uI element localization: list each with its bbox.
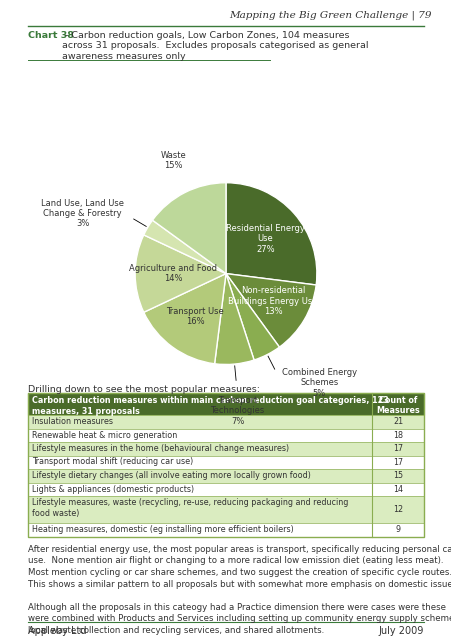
Text: Combined Energy
Schemes
5%: Combined Energy Schemes 5% [281, 368, 356, 398]
Text: Transport Use
16%: Transport Use 16% [166, 307, 223, 326]
Text: 21: 21 [392, 417, 402, 426]
Text: 18: 18 [392, 431, 402, 440]
FancyBboxPatch shape [28, 456, 423, 469]
Text: Renewable heat & micro generation: Renewable heat & micro generation [32, 431, 177, 440]
FancyBboxPatch shape [28, 429, 423, 442]
Text: 17: 17 [392, 458, 402, 467]
Text: Land Use, Land Use
Change & Forestry
3%: Land Use, Land Use Change & Forestry 3% [41, 198, 124, 228]
Text: Waste
15%: Waste 15% [160, 150, 186, 170]
FancyBboxPatch shape [28, 415, 423, 429]
Wedge shape [214, 274, 253, 364]
FancyBboxPatch shape [28, 496, 423, 523]
Text: After residential energy use, the most popular areas is transport, specifically : After residential energy use, the most p… [28, 545, 451, 589]
Text: 14: 14 [392, 484, 402, 493]
Wedge shape [226, 274, 279, 360]
Wedge shape [152, 183, 226, 274]
Text: Lifestyle dietary changes (all involve eating more locally grown food): Lifestyle dietary changes (all involve e… [32, 471, 310, 480]
Text: Drilling down to see the most popular measures:: Drilling down to see the most popular me… [28, 385, 259, 394]
Text: Lifestyle measures, waste (recycling, re-use, reducing packaging and reducing
fo: Lifestyle measures, waste (recycling, re… [32, 498, 348, 518]
Text: Residential Energy
Use
27%: Residential Energy Use 27% [226, 224, 304, 253]
Wedge shape [226, 274, 315, 347]
Text: Carbon reduction measures within main carbon reduction goal categories, 123
meas: Carbon reduction measures within main ca… [32, 396, 388, 416]
Text: Mapping the Big Green Challenge | 79: Mapping the Big Green Challenge | 79 [229, 10, 431, 19]
Text: Appleby Ltd: Appleby Ltd [28, 626, 86, 636]
Text: 9: 9 [395, 525, 400, 534]
Text: Insulation measures: Insulation measures [32, 417, 113, 426]
Text: 17: 17 [392, 444, 402, 453]
Text: - Carbon reduction goals, Low Carbon Zones, 104 measures
across 31 proposals.  E: - Carbon reduction goals, Low Carbon Zon… [62, 31, 368, 61]
Wedge shape [135, 235, 226, 312]
FancyBboxPatch shape [28, 523, 423, 536]
Wedge shape [226, 183, 316, 285]
Text: 15: 15 [392, 471, 402, 480]
Text: Transport modal shift (reducing car use): Transport modal shift (reducing car use) [32, 458, 193, 467]
Text: Non-residential
Buildings Energy Use
13%: Non-residential Buildings Energy Use 13% [228, 287, 317, 316]
Text: Agriculture and Food
14%: Agriculture and Food 14% [129, 264, 217, 284]
FancyBboxPatch shape [28, 393, 423, 415]
Text: Lights & appliances (domestic products): Lights & appliances (domestic products) [32, 484, 193, 493]
Wedge shape [143, 274, 226, 364]
Text: Lifestyle measures in the home (behavioural change measures): Lifestyle measures in the home (behaviou… [32, 444, 289, 453]
Text: July 2009: July 2009 [378, 626, 423, 636]
Text: Transport
Technologies
7%: Transport Technologies 7% [210, 396, 264, 426]
Text: Chart 38: Chart 38 [28, 31, 74, 40]
FancyBboxPatch shape [28, 483, 423, 496]
FancyBboxPatch shape [28, 442, 423, 456]
Text: Heating measures, domestic (eg installing more efficient boilers): Heating measures, domestic (eg installin… [32, 525, 293, 534]
Text: Although all the proposals in this cateogy had a Practice dimension there were c: Although all the proposals in this cateo… [28, 602, 451, 635]
Text: 12: 12 [392, 505, 402, 514]
Text: Count of
Measures: Count of Measures [375, 396, 419, 415]
Wedge shape [143, 220, 226, 274]
FancyBboxPatch shape [28, 469, 423, 483]
